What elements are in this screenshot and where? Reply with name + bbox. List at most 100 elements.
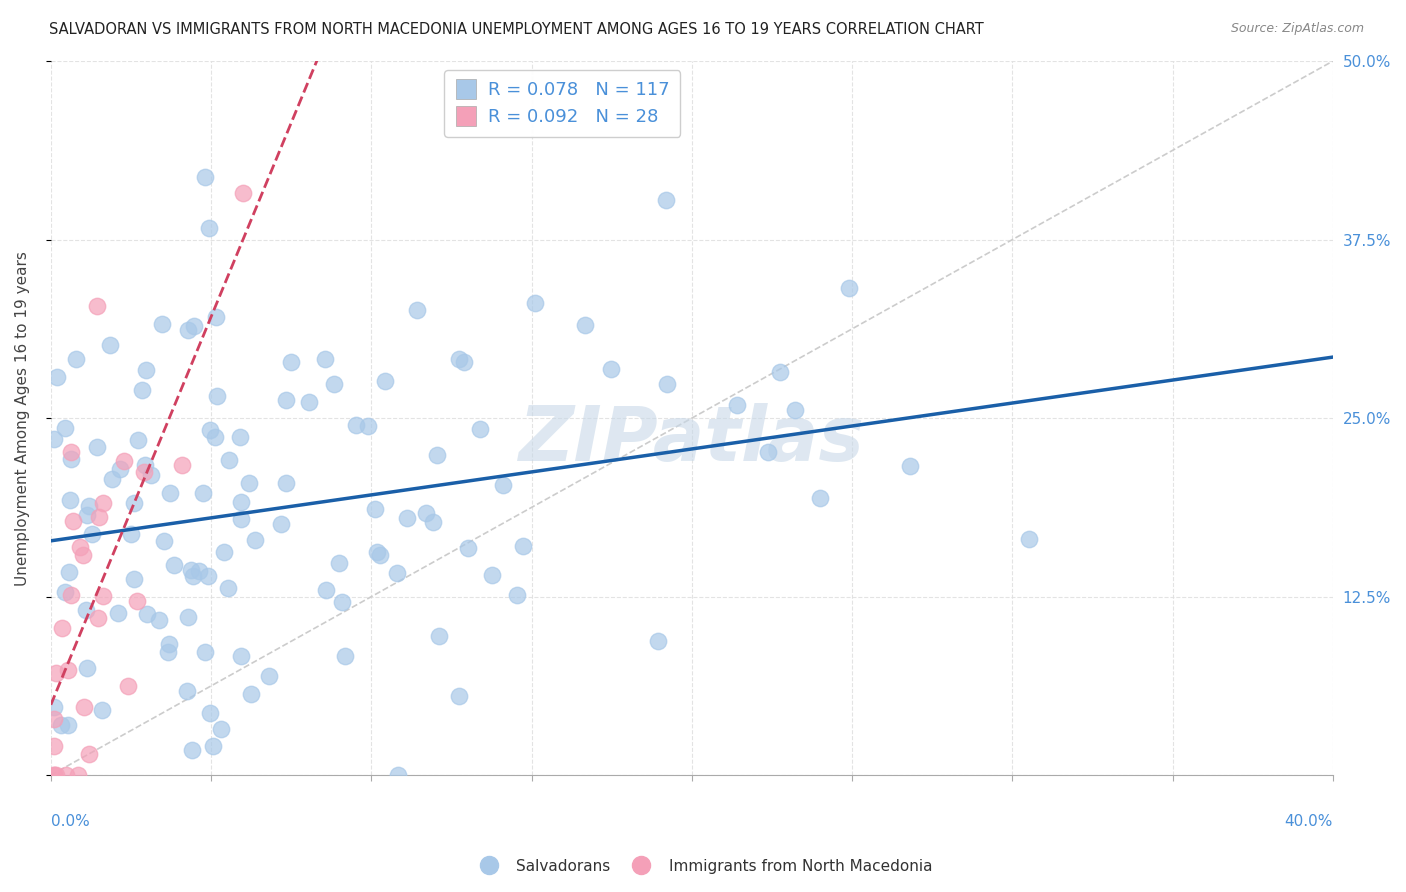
Point (783, 403, 806, 417)
Point (117, 679, 139, 693)
Point (315, 583, 337, 598)
Point (76, 661, 98, 675)
Y-axis label: Unemployment Among Ages 16 to 19 years: Unemployment Among Ages 16 to 19 years (15, 251, 30, 585)
Point (270, 517, 292, 532)
Point (492, 477, 515, 491)
Point (370, 548, 392, 562)
Point (134, 458, 156, 472)
Point (120, 526, 142, 541)
Point (363, 502, 385, 516)
Point (98, 338, 121, 352)
Point (180, 743, 202, 757)
Point (75, 603, 97, 617)
Point (170, 458, 193, 472)
Point (135, 363, 157, 377)
Point (193, 486, 215, 500)
Text: Source: ZipAtlas.com: Source: ZipAtlas.com (1230, 22, 1364, 36)
Point (200, 423, 222, 437)
Point (725, 398, 748, 412)
Point (229, 430, 252, 444)
Point (335, 649, 357, 664)
Point (194, 644, 217, 658)
Point (132, 465, 155, 479)
Point (55, 584, 77, 599)
Point (218, 452, 240, 467)
Point (298, 395, 321, 409)
Point (91, 589, 114, 603)
Point (395, 511, 418, 525)
Point (330, 595, 353, 609)
Point (42, 739, 65, 753)
Point (183, 319, 205, 334)
Text: ZIPatlas: ZIPatlas (519, 402, 865, 476)
Point (470, 422, 492, 436)
Point (323, 377, 346, 392)
Point (112, 454, 135, 468)
Point (229, 512, 252, 526)
Point (45, 768, 67, 782)
Point (159, 486, 181, 500)
Point (506, 588, 529, 602)
Point (76, 508, 98, 523)
Point (205, 310, 228, 325)
Point (65, 352, 87, 367)
Point (45, 665, 67, 680)
Point (422, 515, 444, 529)
Point (197, 569, 219, 583)
Point (141, 468, 163, 483)
Point (200, 706, 222, 720)
Point (198, 220, 221, 235)
Point (80, 527, 103, 541)
Point (654, 193, 676, 207)
Point (77, 747, 100, 761)
Point (122, 496, 145, 510)
Point (108, 461, 131, 475)
Point (56, 664, 79, 678)
Point (453, 354, 475, 368)
Point (90, 703, 112, 717)
Point (51, 718, 73, 732)
Point (127, 594, 149, 608)
Point (107, 607, 129, 621)
Point (647, 634, 669, 648)
Point (86, 440, 108, 454)
Point (73, 699, 96, 714)
Point (42, 700, 65, 714)
Point (447, 689, 470, 703)
Point (229, 648, 252, 663)
Point (374, 374, 396, 388)
Point (1018, 532, 1040, 546)
Point (357, 418, 380, 433)
Point (131, 383, 153, 397)
Point (232, 186, 254, 200)
Point (148, 613, 170, 627)
Point (60, 444, 83, 458)
Point (156, 645, 179, 659)
Point (194, 169, 217, 184)
Point (183, 569, 205, 583)
Point (163, 558, 186, 572)
Legend: Salvadorans, Immigrants from North Macedonia: Salvadorans, Immigrants from North Maced… (468, 853, 938, 880)
Point (387, 768, 409, 782)
Point (758, 444, 780, 458)
Point (655, 376, 678, 391)
Point (180, 563, 202, 577)
Point (187, 565, 209, 579)
Point (87, 509, 110, 524)
Point (136, 607, 159, 622)
Point (481, 567, 503, 582)
Point (314, 351, 336, 366)
Text: 0.0%: 0.0% (51, 814, 90, 830)
Point (769, 365, 792, 379)
Legend: R = 0.078   N = 117, R = 0.092   N = 28: R = 0.078 N = 117, R = 0.092 N = 28 (444, 70, 681, 136)
Point (177, 609, 200, 624)
Point (406, 303, 429, 318)
Point (344, 418, 367, 433)
Point (427, 629, 450, 643)
Point (60, 452, 83, 467)
Point (58, 565, 80, 579)
Point (898, 458, 921, 473)
Point (55, 768, 77, 782)
Point (366, 545, 388, 559)
Point (205, 389, 228, 403)
